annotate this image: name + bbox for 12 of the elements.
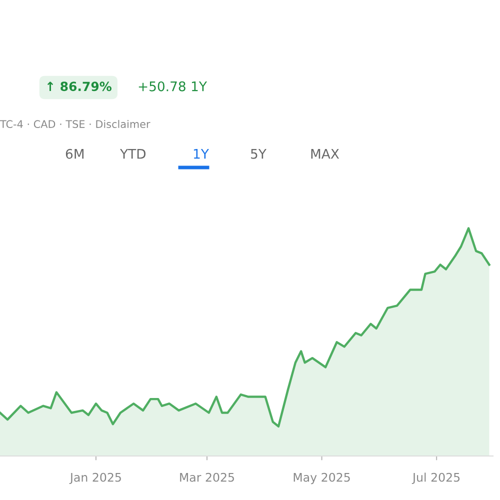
text: YTD <box>120 149 146 159</box>
text: +50.78 1Y <box>138 81 208 92</box>
x-tick-label: May 2025 <box>294 472 350 484</box>
text: 1Y <box>194 149 209 159</box>
text: TC-4 · CAD · TSE · Disclaimer <box>0 120 150 128</box>
text: 6M <box>66 148 84 159</box>
text: MAX <box>311 149 340 159</box>
x-tick-label: Jul 2025 <box>412 472 460 484</box>
text: ↑ 86.79% <box>47 82 112 92</box>
x-tick-label: Jan 2025 <box>69 472 121 484</box>
text: 5Y <box>251 149 266 159</box>
x-tick-label: Mar 2025 <box>180 472 234 482</box>
